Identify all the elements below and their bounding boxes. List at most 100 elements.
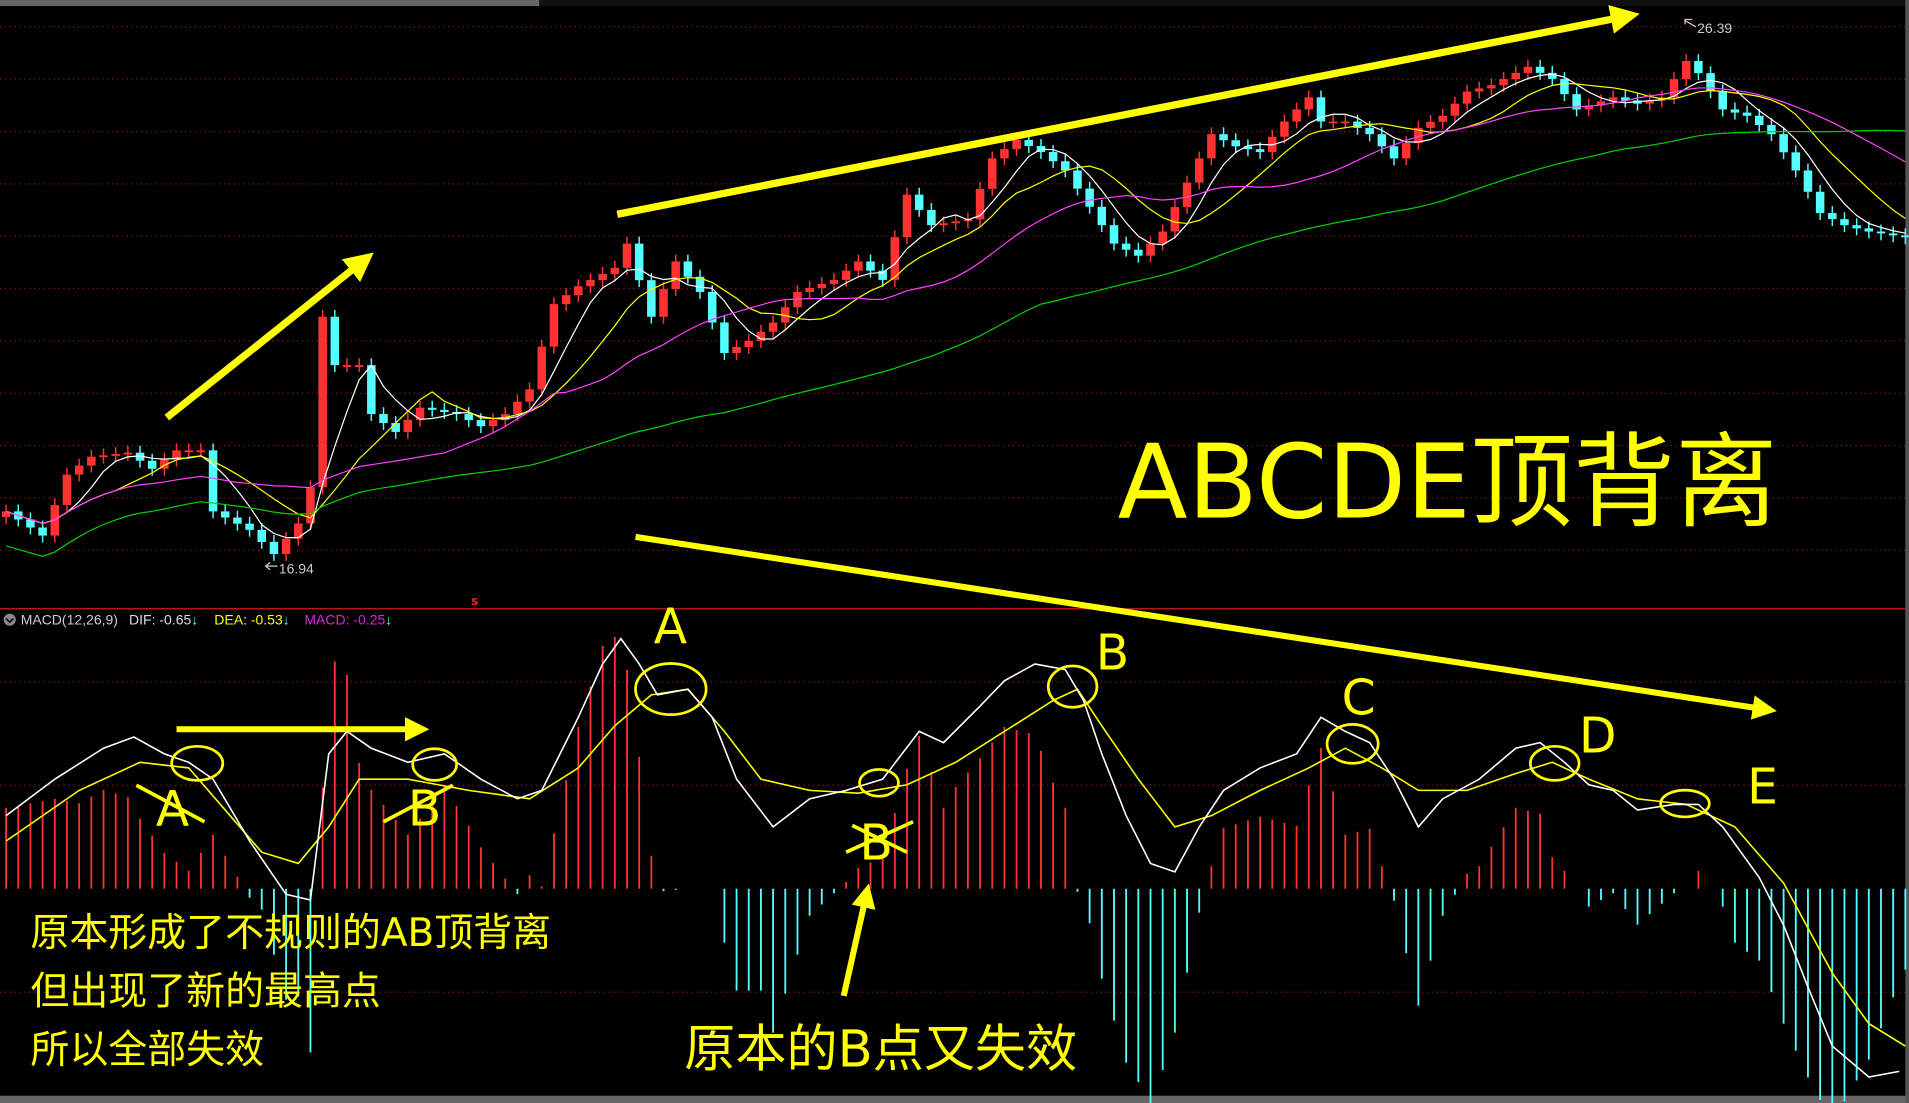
candle-down bbox=[1243, 146, 1253, 150]
candle-down bbox=[427, 407, 437, 410]
candle-up bbox=[1499, 79, 1508, 86]
note-line-1: 原本形成了不规则的AB顶背离 bbox=[30, 911, 551, 956]
candle-up bbox=[403, 419, 413, 432]
candle-up bbox=[549, 304, 559, 347]
candle-down bbox=[647, 280, 656, 317]
label-e: E bbox=[1747, 760, 1778, 816]
candle-up bbox=[415, 407, 425, 420]
arrow-to-b bbox=[840, 883, 876, 997]
candle-up bbox=[975, 188, 985, 220]
candle-up bbox=[1669, 79, 1679, 98]
candle-up bbox=[87, 456, 96, 466]
candle-down bbox=[1365, 127, 1374, 135]
candle-down bbox=[208, 450, 218, 512]
candle-up bbox=[513, 401, 522, 415]
candle-up bbox=[525, 389, 534, 402]
candle-down bbox=[1742, 112, 1752, 116]
high-price-label: 26.39 bbox=[1697, 20, 1732, 36]
candle-up bbox=[902, 194, 912, 238]
candle-down bbox=[257, 529, 267, 542]
candle-down bbox=[1085, 188, 1094, 207]
candle-down bbox=[26, 519, 35, 528]
candle-up bbox=[1146, 243, 1155, 256]
candle-down bbox=[1134, 249, 1143, 256]
candle-up bbox=[488, 420, 498, 427]
right-border bbox=[1905, 0, 1909, 1103]
candle-up bbox=[768, 322, 778, 332]
arrow-macd-trend bbox=[635, 533, 1777, 720]
top-bar-track bbox=[539, 0, 1909, 7]
candle-down bbox=[1316, 97, 1326, 122]
candle-up bbox=[756, 331, 766, 341]
label-crossed-b: B bbox=[408, 781, 441, 837]
candle-down bbox=[1255, 149, 1265, 153]
ma10-line bbox=[5, 82, 1906, 525]
candle-up bbox=[781, 307, 790, 323]
candle-up bbox=[671, 261, 680, 290]
candle-up bbox=[1280, 121, 1289, 137]
note-b-invalid: 原本的B点又失效 bbox=[684, 1020, 1077, 1079]
candle-up bbox=[1328, 121, 1338, 124]
candle-down bbox=[707, 291, 717, 323]
candle-up bbox=[561, 295, 571, 305]
candle-down bbox=[1353, 121, 1362, 128]
ma20-line bbox=[5, 87, 1906, 525]
candle-up bbox=[939, 223, 948, 226]
candle-up bbox=[1523, 66, 1533, 73]
annotation-circles bbox=[170, 662, 1711, 819]
sell-marker: s bbox=[471, 594, 478, 608]
candle-up bbox=[659, 289, 668, 317]
candle-down bbox=[1815, 191, 1825, 214]
macd-legend: MACD: -0.25↓ bbox=[304, 612, 392, 628]
candle-down bbox=[1231, 140, 1240, 147]
candle-down bbox=[1767, 124, 1776, 135]
high-price-marker: 26.39 bbox=[1684, 18, 1732, 36]
candle-down bbox=[1852, 225, 1861, 229]
candle-up bbox=[987, 158, 997, 189]
note-line-3: 所以全部失效 bbox=[30, 1028, 264, 1073]
candle-down bbox=[440, 409, 449, 412]
candle-down bbox=[135, 452, 145, 461]
candle-up bbox=[1426, 121, 1435, 128]
collapse-icon[interactable] bbox=[3, 613, 16, 626]
low-price-label: 16.94 bbox=[279, 560, 314, 576]
macd-title: MACD(12,26,9) bbox=[21, 612, 118, 628]
bottom-border bbox=[0, 1095, 1909, 1103]
candle-down bbox=[1730, 109, 1740, 113]
label-c: C bbox=[1342, 671, 1376, 727]
circle-b bbox=[1046, 664, 1099, 709]
candle-up bbox=[951, 221, 960, 224]
candle-down bbox=[634, 243, 644, 281]
candle-down bbox=[1754, 115, 1764, 125]
arrow-up-left bbox=[164, 252, 374, 421]
candle-up bbox=[1645, 100, 1654, 104]
circle-e bbox=[1659, 788, 1711, 819]
candle-down bbox=[1791, 152, 1801, 171]
candle-down bbox=[38, 527, 47, 536]
candle-down bbox=[1901, 235, 1909, 238]
candle-down bbox=[391, 422, 400, 432]
candle-up bbox=[1000, 149, 1009, 159]
candle-down bbox=[1828, 213, 1837, 220]
candle-up bbox=[841, 270, 851, 280]
main-title: ABCDE顶背离 bbox=[1118, 423, 1778, 542]
candle-up bbox=[1170, 207, 1180, 232]
candle-up bbox=[62, 474, 72, 506]
circle-old-b2 bbox=[858, 768, 900, 798]
candle-up bbox=[1596, 101, 1606, 106]
candle-down bbox=[878, 270, 887, 280]
candle-up bbox=[1292, 109, 1301, 122]
circle-old-a bbox=[170, 744, 225, 782]
candle-up bbox=[1207, 134, 1216, 159]
candle-up bbox=[99, 455, 108, 458]
candle-up bbox=[610, 267, 620, 274]
candle-up bbox=[160, 459, 169, 469]
candle-down bbox=[220, 511, 230, 518]
ma5-line bbox=[5, 73, 1906, 539]
candle-up bbox=[793, 291, 802, 308]
candle-down bbox=[1876, 231, 1886, 234]
candle-up bbox=[1414, 127, 1423, 144]
candle-up bbox=[1450, 103, 1460, 116]
candle-up bbox=[184, 450, 193, 453]
top-scrollbar[interactable] bbox=[0, 0, 540, 7]
